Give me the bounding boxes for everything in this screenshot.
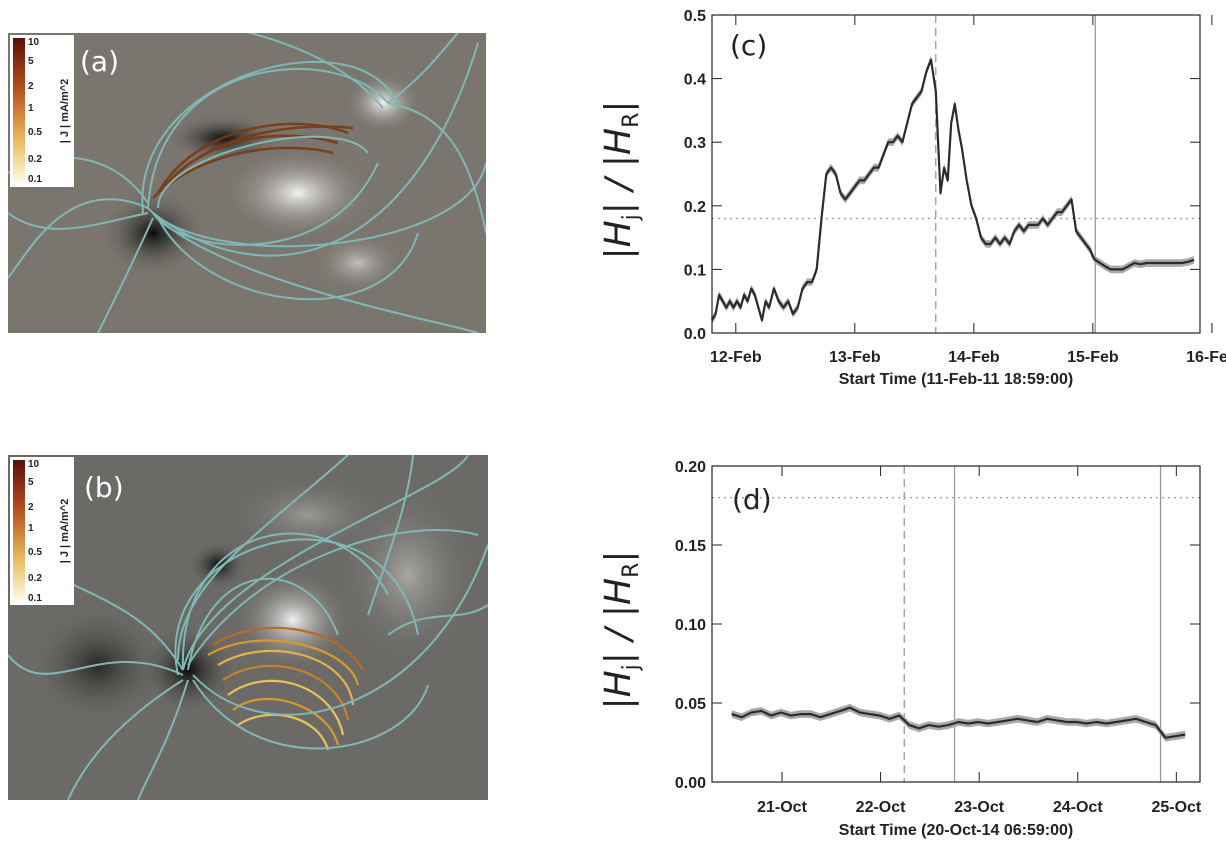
colorbar-tick: 5 [28, 56, 34, 67]
y-axis-label-part: | / |H [598, 578, 639, 664]
y-tick-label: 0.20 [675, 459, 706, 476]
y-tick-label: 0.10 [675, 617, 706, 634]
y-axis-label-subscript: R [619, 113, 644, 128]
y-axis-label-subscript: R [619, 563, 644, 578]
colorbar-tick: 2 [28, 502, 34, 513]
panel-label-a: (a) [80, 45, 119, 78]
y-tick-label: 0.00 [675, 775, 706, 792]
colorbar-tick: 1 [28, 523, 34, 534]
uncertainty-band [712, 55, 1194, 325]
panel-a-image: 10 5 2 1 0.5 0.2 0.1 | J | mA/m^2 (a) [8, 33, 486, 333]
y-tick-label: 0.1 [684, 262, 706, 279]
y-axis-label: |Hj| / |HR| [598, 550, 644, 709]
y-axis-label-part: | / |H [598, 128, 639, 214]
x-tick-label: 15-Feb [1067, 349, 1119, 366]
panel-label-d: (d) [732, 483, 772, 516]
plot-frame [711, 14, 1201, 334]
plot-frame [711, 465, 1201, 783]
x-tick-label: 22-Oct [856, 799, 906, 816]
colorbar-tick: 0.2 [28, 573, 42, 584]
x-axis-label: Start Time (11-Feb-11 18:59:00) [839, 371, 1073, 388]
colorbar-label: | J | mA/m^2 [59, 79, 71, 144]
x-tick-label: 23-Oct [954, 799, 1004, 816]
colorbar-tick: 1 [28, 103, 34, 114]
field-lines [8, 455, 488, 800]
y-axis-label-part: |H [598, 670, 639, 709]
positive-polarity-region [233, 570, 353, 670]
colorbar-ticks: 10 5 2 1 0.5 0.2 0.1 [28, 37, 42, 185]
colorbar-tick: 0.5 [28, 547, 42, 558]
colorbar-tick: 10 [28, 37, 40, 48]
panel-label-c: (c) [730, 29, 767, 62]
colorbar [13, 38, 25, 183]
y-tick-label: 0.4 [684, 72, 706, 89]
negative-polarity-region [98, 188, 208, 278]
x-tick-label: 14-Feb [948, 349, 1000, 366]
colorbar-tick: 5 [28, 477, 34, 488]
x-tick-label: 16-Feb [1186, 349, 1226, 366]
colorbar-tick: 0.5 [28, 127, 42, 138]
positive-polarity-region [228, 475, 388, 555]
y-tick-label: 0.05 [675, 696, 706, 713]
colorbar-tick: 0.2 [28, 154, 42, 165]
panel-label-b: (b) [84, 471, 124, 504]
magnetogram-a: 10 5 2 1 0.5 0.2 0.1 | J | mA/m^2 (a) [8, 33, 486, 333]
y-tick-label: 0.0 [684, 326, 706, 343]
colorbar-label: | J | mA/m^2 [59, 499, 71, 564]
series-line [711, 58, 1195, 322]
series-line [731, 706, 1186, 739]
x-tick-label: 21-Oct [757, 799, 807, 816]
x-tick-label: 13-Feb [829, 349, 881, 366]
y-axis-label: |Hj| / |HR| [598, 100, 644, 259]
colorbar-tick: 2 [28, 81, 34, 92]
x-tick-label: 12-Feb [710, 349, 762, 366]
y-axis-label-part: | [598, 100, 639, 112]
colorbar-tick: 0.1 [28, 174, 42, 185]
colorbar-tick: 10 [28, 459, 40, 470]
y-axis-label-subscript: j [619, 664, 644, 671]
chart-d: 0.00 0.05 0.10 0.15 0.20 21-Oct 22-Oct 23-Oct 24… [598, 459, 1202, 839]
chart-c: 0.0 0.1 0.2 0.3 0.4 0.5 12-Feb 13-Feb 14-Feb 15-F… [598, 8, 1226, 388]
y-tick-label: 0.15 [675, 538, 706, 555]
y-tick-label: 0.2 [684, 199, 706, 216]
x-axis-label: Start Time (20-Oct-14 06:59:00) [839, 822, 1073, 839]
positive-polarity-region [313, 233, 403, 293]
y-axis-label-part: |H [598, 220, 639, 259]
x-tick-label: 24-Oct [1053, 799, 1103, 816]
y-tick-label: 0.3 [684, 135, 706, 152]
colorbar-tick: 0.1 [28, 593, 42, 604]
y-tick-label: 0.5 [684, 8, 706, 25]
current-field-lines [207, 626, 364, 751]
colorbar-ticks: 10 5 2 1 0.5 0.2 0.1 [28, 459, 42, 604]
x-tick-label: 25-Oct [1151, 799, 1201, 816]
y-axis-label-subscript: j [619, 214, 644, 221]
magnetogram-b: 10 5 2 1 0.5 0.2 0.1 | J | mA/m^2 (b) [8, 455, 488, 800]
panel-b-image: 10 5 2 1 0.5 0.2 0.1 | J | mA/m^2 (b) [8, 455, 488, 800]
y-axis-label-part: | [598, 550, 639, 562]
colorbar [13, 460, 25, 601]
